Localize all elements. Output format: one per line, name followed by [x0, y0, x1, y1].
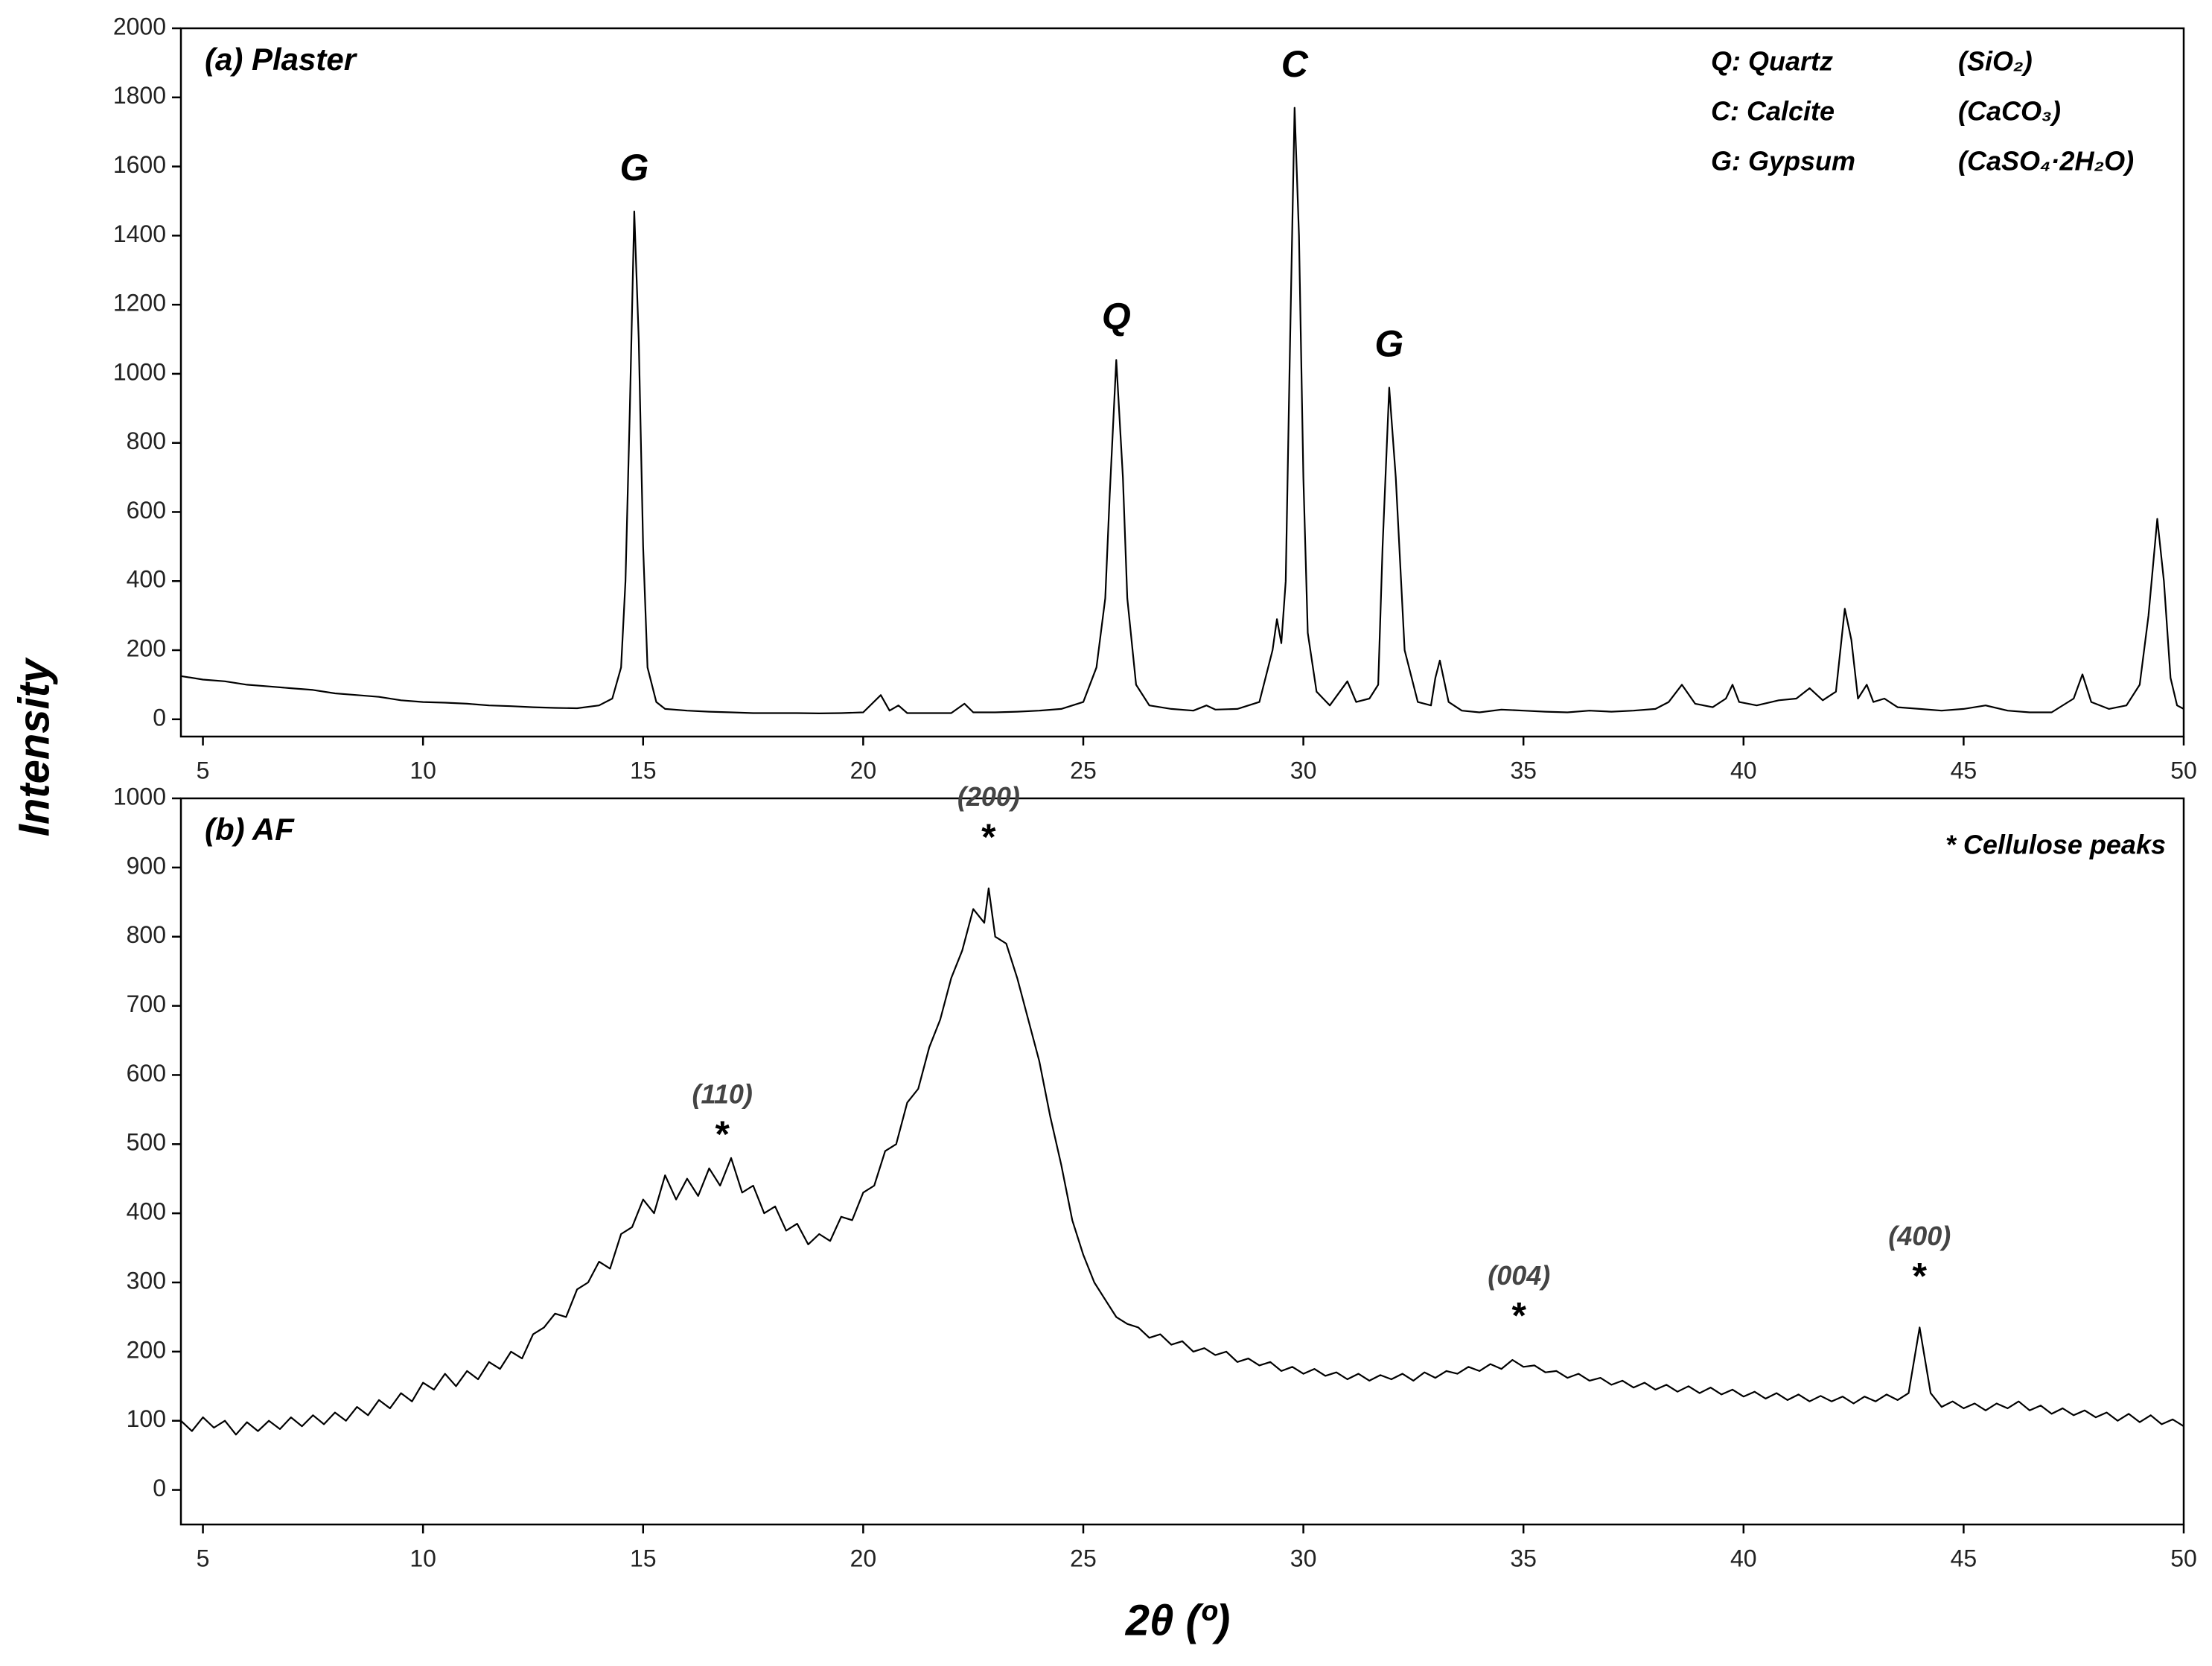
x-tick-label: 25	[1070, 757, 1097, 783]
x-tick-label: 5	[197, 757, 210, 783]
y-tick-label: 900	[127, 852, 166, 879]
peak-label: Q	[1102, 296, 1131, 337]
y-tick-label: 800	[127, 427, 166, 454]
panel-title: (a) Plaster	[205, 42, 358, 77]
note: * Cellulose peaks	[1945, 830, 2166, 860]
y-tick-label: 1000	[113, 358, 166, 385]
y-tick-label: 300	[127, 1267, 166, 1294]
x-tick-label: 35	[1510, 757, 1537, 783]
x-tick-label: 40	[1730, 757, 1757, 783]
y-tick-label: 700	[127, 991, 166, 1017]
x-axis-label: 2θ (º)	[1125, 1596, 1231, 1644]
y-tick-label: 0	[153, 1475, 166, 1501]
y-tick-label: 400	[127, 1198, 166, 1225]
y-tick-label: 1800	[113, 82, 166, 109]
x-tick-label: 20	[850, 757, 877, 783]
x-tick-label: 30	[1290, 1545, 1317, 1571]
legend-formula: (SiO₂)	[1958, 46, 2033, 77]
peak-marker: *	[1913, 1256, 1928, 1297]
x-tick-label: 40	[1730, 1545, 1757, 1571]
peak-marker: *	[715, 1113, 730, 1155]
x-tick-label: 20	[850, 1545, 877, 1571]
x-tick-label: 5	[197, 1545, 210, 1571]
peak-label: (200)	[957, 781, 1020, 812]
legend-formula: (CaSO₄·2H₂O)	[1958, 146, 2134, 177]
peak-label: (004)	[1488, 1260, 1550, 1291]
x-tick-label: 45	[1951, 1545, 1977, 1571]
y-tick-label: 400	[127, 566, 166, 593]
y-tick-label: 0	[153, 704, 166, 731]
y-tick-label: 1200	[113, 290, 166, 317]
peak-label: (400)	[1888, 1221, 1951, 1251]
legend-formula: (CaCO₃)	[1958, 96, 2061, 127]
legend-label: Q: Quartz	[1711, 46, 1833, 77]
y-tick-label: 600	[127, 497, 166, 524]
x-tick-label: 50	[2170, 1545, 2197, 1571]
data-line	[180, 106, 2184, 714]
y-tick-label: 100	[127, 1405, 166, 1432]
peak-label: G	[619, 147, 648, 188]
x-tick-label: 10	[409, 1545, 436, 1571]
x-tick-label: 50	[2170, 757, 2197, 783]
x-tick-label: 15	[630, 1545, 657, 1571]
peak-label: (110)	[692, 1079, 752, 1110]
peak-marker: *	[1512, 1294, 1527, 1336]
panel-title: (b) AF	[205, 812, 295, 847]
peak-marker: *	[981, 816, 996, 858]
y-tick-label: 500	[127, 1129, 166, 1156]
x-tick-label: 45	[1951, 757, 1977, 783]
y-axis-label: Intensity	[10, 657, 58, 836]
peak-label: C	[1281, 43, 1309, 85]
y-tick-label: 1400	[113, 220, 166, 247]
plot-frame	[179, 27, 2185, 738]
y-tick-label: 1000	[113, 783, 166, 810]
y-tick-label: 1600	[113, 151, 166, 178]
plot-frame	[179, 797, 2185, 1526]
y-tick-label: 800	[127, 921, 166, 948]
x-tick-label: 30	[1290, 757, 1317, 783]
data-line	[180, 887, 2184, 1436]
legend-label: G: Gypsum	[1711, 146, 1855, 177]
y-tick-label: 200	[127, 635, 166, 661]
legend-label: C: Calcite	[1711, 96, 1835, 127]
x-tick-label: 35	[1510, 1545, 1537, 1571]
y-tick-label: 600	[127, 1060, 166, 1087]
y-tick-label: 2000	[113, 13, 166, 39]
x-tick-label: 10	[409, 757, 436, 783]
x-tick-label: 25	[1070, 1545, 1097, 1571]
x-tick-label: 15	[630, 757, 657, 783]
y-tick-label: 200	[127, 1336, 166, 1363]
peak-label: G	[1374, 323, 1403, 365]
